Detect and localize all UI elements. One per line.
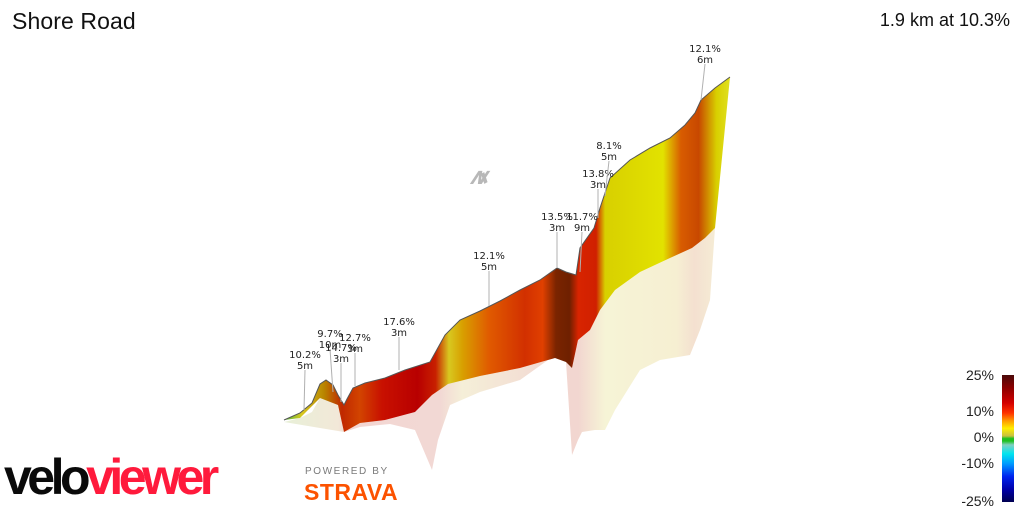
annotation-length: 5m xyxy=(481,262,497,273)
annotation-length: 3m xyxy=(391,328,407,339)
profile-ribbon xyxy=(283,76,731,470)
strava-logo[interactable]: STRAVA xyxy=(304,479,399,505)
annotation-grade: 13.5% xyxy=(541,212,573,223)
logo-velo: velo xyxy=(4,449,91,505)
segment-summary: 1.9 km at 10.3% xyxy=(879,10,1010,30)
annotation-length: 3m xyxy=(347,344,363,355)
legend-tick-0: 0% xyxy=(973,429,994,445)
profile-ridge-line xyxy=(283,76,731,421)
annotation-leader-line xyxy=(604,160,610,197)
annotation-grade: 10.2% xyxy=(289,350,321,361)
gradient-annotations: 10.2%5m9.7%10m14.7%3m12.7%3m17.6%3m12.1%… xyxy=(289,44,721,411)
annotation-grade: 8.1% xyxy=(596,141,621,152)
annotation-length: 5m xyxy=(297,361,313,372)
legend-tick-neg10: -10% xyxy=(961,455,994,471)
annotation-length: 5m xyxy=(601,152,617,163)
annotation-length: 10m xyxy=(319,340,341,351)
annotation-length: 3m xyxy=(333,354,349,365)
profile-gradient-face xyxy=(284,77,730,432)
annotation-leader-line xyxy=(303,369,306,411)
annotation-leader-line xyxy=(579,231,583,273)
legend-tick-10: 10% xyxy=(965,403,994,419)
legend-tick-neg25: -25% xyxy=(961,493,994,509)
legend-tick-25: 25% xyxy=(965,367,994,383)
north-arrow-icon: N xyxy=(467,168,492,189)
annotation-grade: 14.7% xyxy=(325,343,357,354)
gradient-color-legend: 25% 10% 0% -10% -25% xyxy=(945,365,1024,510)
powered-by-label: POWERED BY xyxy=(305,466,389,477)
page-title: Shore Road xyxy=(12,8,136,34)
annotation-grade: 12.1% xyxy=(473,251,505,262)
profile-shadow-face xyxy=(284,228,715,470)
annotation-grade: 9.7% xyxy=(317,329,342,340)
annotation-length: 6m xyxy=(697,55,713,66)
annotation-grade: 17.6% xyxy=(383,317,415,328)
colorscale-bar xyxy=(1002,375,1014,502)
annotation-length: 9m xyxy=(574,223,590,234)
annotation-grade: 11.7% xyxy=(566,212,598,223)
annotation-leader-line xyxy=(700,63,706,101)
annotation-length: 3m xyxy=(590,180,606,191)
annotation-grade: 12.7% xyxy=(339,333,371,344)
compass-label: N xyxy=(467,168,492,189)
annotation-grade: 13.8% xyxy=(582,169,614,180)
logo-viewer: viewer xyxy=(86,449,219,505)
annotation-length: 3m xyxy=(549,223,565,234)
annotation-grade: 12.1% xyxy=(689,44,721,55)
annotation-leader-line xyxy=(329,348,334,393)
veloviewer-logo[interactable]: veloviewer xyxy=(4,449,219,505)
